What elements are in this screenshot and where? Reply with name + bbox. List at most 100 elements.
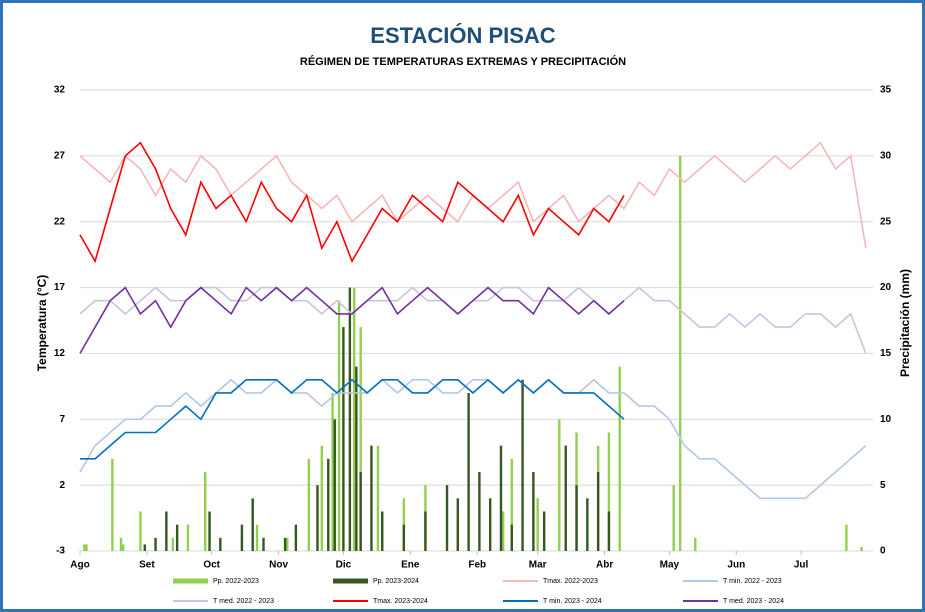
precip-bar [186, 524, 190, 551]
precip-bar [488, 498, 492, 551]
legend-label: Tmax. 2022-2023 [543, 578, 598, 585]
chart: ESTACIÓN PISAC RÉGIMEN DE TEMPERATURAS E… [35, 23, 912, 605]
precip-bar [359, 327, 362, 551]
precip-bar [510, 458, 513, 551]
x-tick-label: Feb [468, 560, 486, 571]
precip-bar [139, 511, 142, 551]
y2-axis-label: Precipitación (mm) [898, 269, 912, 377]
x-tick-label: Set [139, 560, 155, 571]
precip-bar [860, 547, 863, 551]
precip-bar [175, 524, 179, 551]
precip-bar [381, 511, 384, 551]
x-tick-label: Nov [269, 560, 288, 571]
precip-bar [424, 511, 427, 551]
precip-bar [607, 432, 611, 551]
precip-bar [333, 419, 336, 551]
precip-bar [376, 445, 380, 551]
precip-bar [456, 498, 460, 551]
precip-bar [536, 498, 539, 551]
precip-bar [370, 445, 373, 551]
precip-bar [327, 458, 330, 551]
temp-line [79, 286, 867, 354]
x-tick-label: Abr [596, 560, 613, 571]
precip-bar [575, 485, 578, 551]
precip-bar [83, 544, 86, 551]
y-tick-label: 12 [54, 348, 66, 359]
precip-bar [165, 511, 168, 551]
x-tick-label: Dic [336, 560, 352, 571]
precip-bar [331, 392, 334, 551]
legend-label: T min. 2023 - 2024 [543, 598, 602, 605]
precip-bar [478, 471, 481, 551]
y2-tick-label: 10 [880, 414, 892, 425]
precip-bar [240, 524, 244, 551]
precip-bar [352, 287, 356, 551]
precip-bar [286, 537, 289, 551]
y-tick-label: 2 [59, 480, 65, 491]
y2-tick-label: 30 [880, 150, 892, 161]
precip-bar [467, 392, 470, 551]
precip-bar [558, 419, 561, 551]
precip-bar [143, 544, 146, 551]
precip-bar [262, 537, 265, 551]
precip-bar [499, 445, 503, 551]
precip-bar [402, 524, 406, 551]
y2-tick-label: 15 [880, 348, 892, 359]
precip-bar [208, 511, 211, 551]
legend-label: T med. 2023 - 2024 [723, 598, 784, 605]
chart-title: ESTACIÓN PISAC [370, 23, 556, 48]
legend-label: Tmax. 2023-2024 [373, 598, 428, 605]
y-tick-label: 7 [59, 414, 65, 425]
precip-bar [532, 471, 535, 551]
precip-bar [337, 300, 341, 551]
precip-bar [359, 471, 362, 551]
precip-bar [320, 445, 323, 551]
precip-bar [694, 537, 697, 551]
temp-line [80, 378, 625, 460]
precip-bar [85, 544, 88, 551]
x-tick-label: Jul [794, 560, 809, 571]
precip-bar [845, 524, 848, 551]
precip-bar [121, 544, 125, 551]
precip-bar [586, 498, 589, 551]
precip-bar [111, 458, 114, 551]
legend-label: T med. 2022 - 2023 [213, 598, 274, 605]
precip-bar [307, 458, 311, 551]
precip-bar [564, 445, 567, 551]
y2-tick-label: 25 [880, 216, 892, 227]
precip-bar [294, 524, 298, 551]
precip-bar [618, 366, 621, 551]
y-tick-label: 17 [54, 282, 66, 293]
precip-bar [510, 524, 513, 551]
precip-bar [501, 511, 505, 551]
x-tick-label: Jun [727, 560, 745, 571]
precip-bar [204, 471, 207, 551]
precip-bar [542, 511, 546, 551]
legend-label: Pp. 2023-2024 [373, 578, 419, 585]
x-tick-label: Mar [529, 560, 547, 571]
y-tick-label: 27 [54, 150, 66, 161]
precip-bar [348, 287, 352, 551]
precip-bar [119, 537, 123, 551]
y-tick-label: 22 [54, 216, 66, 227]
legend-label: T min. 2022 - 2023 [723, 578, 782, 585]
precip-bar [355, 366, 358, 551]
y-axis-label: Temperatura (°C) [35, 275, 49, 372]
precip-bar [154, 537, 157, 551]
precip-bar [596, 471, 600, 551]
precip-bar [283, 537, 287, 551]
y2-tick-label: 0 [880, 546, 886, 557]
precip-bar [521, 379, 524, 551]
precip-bar [672, 485, 675, 551]
precip-bar [316, 485, 319, 551]
temp-line [79, 286, 625, 354]
precip-bar [171, 537, 175, 551]
x-tick-label: Ene [401, 560, 420, 571]
precip-bar [678, 155, 682, 551]
chart-subtitle: RÉGIMEN DE TEMPERATURAS EXTREMAS Y PRECI… [300, 55, 626, 68]
y2-tick-label: 5 [880, 480, 886, 491]
precip-bar [255, 524, 259, 551]
y2-tick-label: 20 [880, 282, 892, 293]
temp-line [79, 378, 867, 500]
